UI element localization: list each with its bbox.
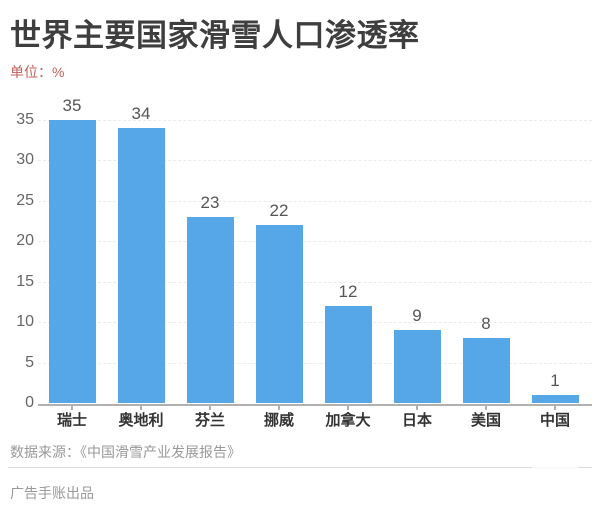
bar-瑞士 [48,119,96,403]
x-axis-category-label: 日本 [401,412,432,429]
value-label: 35 [62,95,82,115]
bar-奥地利 [117,127,165,403]
y-axis-tick-label: 0 [25,394,34,411]
data-source-note: 数据来源：《中国滑雪产业发展报告》 [10,444,241,460]
bar-美国 [462,338,510,403]
x-axis-category-label: 美国 [470,412,501,429]
x-axis-category-label: 瑞士 [56,412,87,429]
footer-divider [8,467,592,468]
gridline-y-25 [38,200,592,202]
gridline-y-35 [38,119,592,121]
x-axis-category-label: 奥地利 [118,412,164,429]
bar-加拿大 [324,305,372,403]
y-axis-tick-label: 35 [16,110,34,128]
x-axis-tick [209,405,211,410]
x-axis-category-label: 加拿大 [325,412,371,429]
gridline-y-20 [38,241,592,243]
bar-芬兰 [186,216,234,403]
y-axis-tick-label: 30 [16,151,34,169]
gridline-y-10 [38,322,592,324]
value-label: 12 [338,281,358,301]
x-axis-tick [554,405,556,410]
y-axis-tick-label: 20 [16,232,34,250]
x-axis-tick [485,405,487,410]
x-axis-tick [140,405,142,410]
gridline-y-30 [38,160,592,162]
value-label: 1 [550,370,560,390]
value-label: 22 [269,201,289,221]
bar-chart: 0 5 10 15 20 25 30 35 35 瑞士 34 奥地利 23 芬兰 22 挪威 12 加拿大 9 日本 8… [16,95,592,429]
value-label: 9 [412,306,422,326]
gridline-y-5 [38,362,592,364]
y-axis-tick-label: 25 [16,191,34,209]
x-axis-category-label: 挪威 [263,412,294,429]
value-label: 8 [481,314,491,334]
page-title: 世界主要国家滑雪人口渗透率 [10,18,420,53]
x-axis-tick [71,405,73,410]
x-axis-category-label: 芬兰 [194,412,225,429]
bar-中国 [531,394,579,403]
gridline-y-15 [38,281,592,283]
x-axis-line [38,404,592,406]
x-axis-tick [278,405,280,410]
y-axis-tick-label: 15 [16,272,34,290]
y-axis-tick-label: 5 [25,353,34,371]
bar-挪威 [255,225,303,403]
unit-label: 单位：% [10,64,65,80]
watermark-smudge [532,464,578,471]
bar-日本 [393,330,441,403]
value-label: 34 [131,103,151,123]
y-axis-tick-label: 10 [16,313,34,331]
x-axis-tick [347,405,349,410]
x-axis-tick [416,405,418,410]
credit-note: 广告手账出品 [10,485,94,501]
value-label: 23 [200,192,220,212]
x-axis-category-label: 中国 [539,412,570,429]
